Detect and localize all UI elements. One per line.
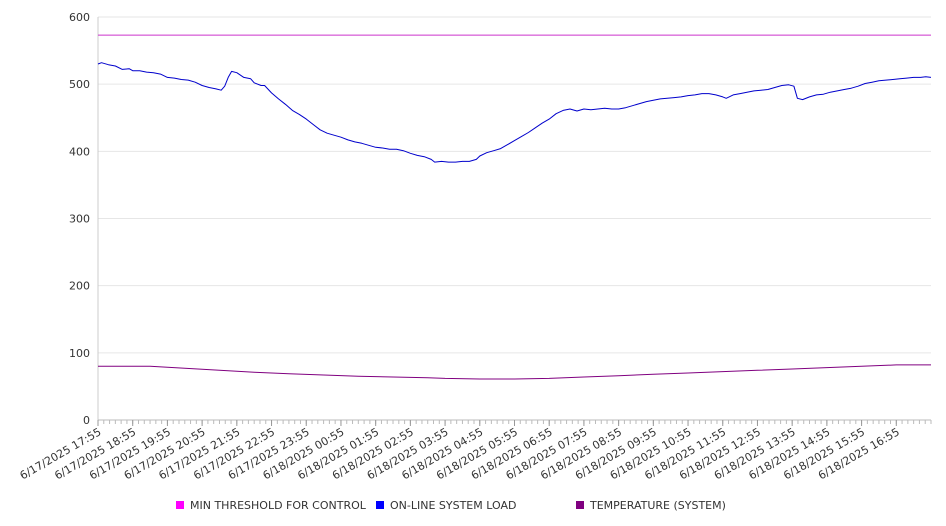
y-tick-label-300: 300	[69, 213, 90, 226]
series-line-1	[97, 62, 932, 163]
legend-label-1: ON-LINE SYSTEM LOAD	[390, 499, 516, 512]
legend-swatch-2	[576, 501, 584, 509]
y-tick-label-200: 200	[69, 280, 90, 293]
legend-label-0: MIN THRESHOLD FOR CONTROL	[190, 499, 367, 512]
y-tick-label-400: 400	[69, 145, 90, 158]
legend-swatch-0	[176, 501, 184, 509]
y-tick-label-500: 500	[69, 78, 90, 91]
series-line-2	[98, 364, 931, 380]
y-tick-label-100: 100	[69, 347, 90, 360]
legend-swatch-1	[376, 501, 384, 509]
y-tick-label-600: 600	[69, 11, 90, 24]
legend-label-2: TEMPERATURE (SYSTEM)	[589, 499, 726, 512]
y-tick-label-0: 0	[83, 414, 90, 427]
